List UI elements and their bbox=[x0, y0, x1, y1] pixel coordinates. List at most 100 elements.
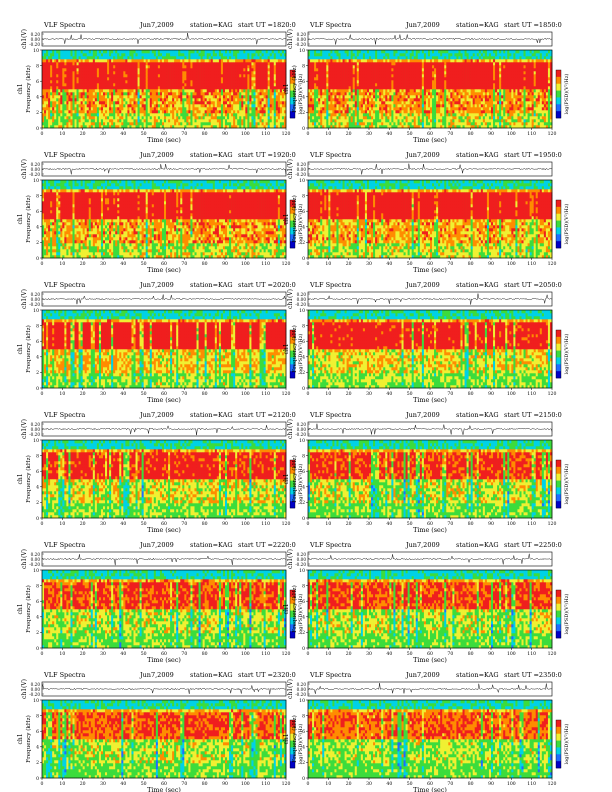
spectrogram-cell bbox=[218, 122, 222, 126]
spectrogram-cell bbox=[393, 116, 396, 120]
colorbar-segment bbox=[290, 97, 295, 105]
spectrogram-cell bbox=[200, 74, 203, 78]
spectrogram-cell bbox=[334, 89, 337, 93]
spectrogram-cell bbox=[407, 50, 410, 54]
spectrogram-cell bbox=[235, 107, 238, 111]
spectrogram-cell bbox=[352, 104, 356, 108]
spectrogram-cell bbox=[178, 92, 181, 96]
spectrogram-cell bbox=[358, 98, 362, 102]
spectrogram-cell bbox=[139, 113, 142, 117]
spectrogram-cell bbox=[141, 68, 144, 72]
spectrogram-cell bbox=[249, 80, 252, 84]
spectrogram-cell bbox=[100, 92, 104, 96]
spectrogram-cell bbox=[419, 59, 423, 63]
spectrogram-cell bbox=[360, 122, 364, 126]
spectrogram-cell bbox=[269, 62, 273, 66]
spectrogram-cell bbox=[432, 98, 435, 102]
spectrogram-cell bbox=[446, 107, 449, 111]
spectrogram-cell bbox=[107, 50, 110, 54]
spectrogram-cell bbox=[119, 53, 122, 57]
spectrogram-cell bbox=[222, 68, 226, 72]
spectrogram-cell bbox=[314, 83, 317, 87]
spectrogram-cell bbox=[336, 104, 339, 108]
spectrogram-cell bbox=[145, 74, 149, 78]
spectrogram-cell bbox=[279, 89, 283, 93]
spectrogram-cell bbox=[113, 122, 116, 126]
spectrogram-cell bbox=[362, 74, 366, 78]
spectrogram-cell bbox=[117, 101, 120, 105]
spectrogram-cell bbox=[121, 110, 124, 114]
spectrogram-cell bbox=[194, 110, 197, 114]
spectrogram-cell bbox=[379, 101, 382, 105]
spectrogram-cell bbox=[98, 113, 102, 117]
spectrogram-cell bbox=[115, 62, 118, 66]
spectrogram-cell bbox=[60, 62, 63, 66]
spectrogram-cell bbox=[92, 86, 96, 90]
spectrogram-cell bbox=[253, 65, 256, 69]
spectrogram-cell bbox=[277, 65, 281, 69]
spectrogram-cell bbox=[381, 125, 384, 129]
spectrogram-cell bbox=[257, 119, 260, 123]
spectrogram-cell bbox=[145, 56, 149, 60]
spectrogram-cell bbox=[332, 119, 335, 123]
time-tick-label: 110 bbox=[261, 131, 270, 137]
spectrogram-cell bbox=[413, 53, 417, 57]
spectrogram-cell bbox=[225, 83, 228, 87]
spectrogram-cell bbox=[318, 110, 321, 114]
spectrogram-cell bbox=[423, 116, 427, 120]
spectrogram-cell bbox=[247, 50, 250, 54]
spectrogram-cell bbox=[243, 71, 246, 75]
spectrogram-cell bbox=[218, 107, 222, 111]
spectrogram-cell bbox=[283, 104, 287, 108]
spectrogram-cell bbox=[204, 74, 207, 78]
spectrogram-cell bbox=[381, 92, 384, 96]
spectrogram-cell bbox=[139, 62, 142, 66]
spectrogram-cell bbox=[62, 95, 65, 99]
spectrogram-cell bbox=[277, 110, 281, 114]
spectrogram-cell bbox=[322, 86, 325, 90]
spectrogram-cell bbox=[251, 92, 254, 96]
spectrogram-cell bbox=[147, 83, 151, 87]
spectrogram-cell bbox=[170, 74, 173, 78]
spectrogram-cell bbox=[312, 107, 315, 111]
spectrogram-cell bbox=[383, 104, 386, 108]
spectrogram-cell bbox=[113, 86, 116, 90]
spectrogram-cell bbox=[98, 56, 102, 60]
spectrogram-cell bbox=[415, 113, 419, 117]
spectrogram-cell bbox=[231, 53, 234, 57]
spectrogram-cell bbox=[251, 122, 254, 126]
spectrogram-cell bbox=[354, 122, 358, 126]
spectrogram-cell bbox=[125, 68, 128, 72]
spectrogram-cell bbox=[164, 110, 167, 114]
spectrogram-cell bbox=[397, 77, 400, 81]
spectrogram-cell bbox=[107, 104, 110, 108]
spectrogram-cell bbox=[253, 53, 256, 57]
spectrogram-cell bbox=[123, 116, 126, 120]
spectrogram-cell bbox=[411, 101, 415, 105]
spectrogram-cell bbox=[62, 86, 65, 90]
spectrogram-cell bbox=[78, 98, 81, 102]
spectrogram-cell bbox=[56, 125, 59, 129]
spectrogram-cell bbox=[192, 110, 195, 114]
spectrogram-cell bbox=[68, 113, 71, 117]
spectrogram-cell bbox=[409, 77, 412, 81]
spectrogram-cell bbox=[231, 119, 234, 123]
spectrogram-cell bbox=[444, 50, 447, 54]
spectrogram-cell bbox=[220, 59, 224, 63]
spectrogram-cell bbox=[364, 74, 368, 78]
spectrogram-cell bbox=[265, 86, 268, 90]
spectrogram-cell bbox=[141, 101, 144, 105]
spectrogram-cell bbox=[397, 116, 400, 120]
spectrogram-cell bbox=[100, 122, 104, 126]
spectrogram-cell bbox=[253, 50, 256, 54]
spectrogram-cell bbox=[198, 122, 201, 126]
spectrogram-cell bbox=[214, 62, 218, 66]
spectrogram-cell bbox=[117, 107, 120, 111]
spectrogram-cell bbox=[78, 62, 81, 66]
spectrogram-cell bbox=[176, 104, 179, 108]
spectrogram-cell bbox=[436, 53, 439, 57]
spectrogram-cell bbox=[188, 71, 191, 75]
spectrogram-cell bbox=[356, 98, 360, 102]
spectrogram-cell bbox=[168, 53, 171, 57]
spectrogram-cell bbox=[94, 125, 98, 129]
